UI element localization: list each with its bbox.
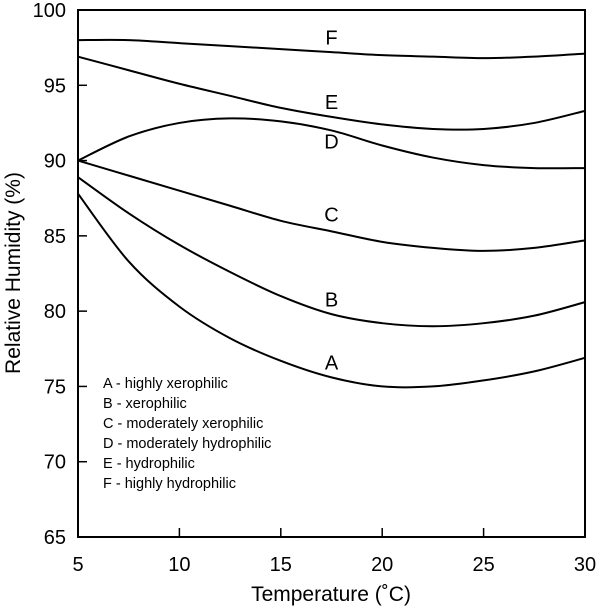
series-labels: A B C DE F [324, 27, 339, 374]
y-tick-label: 85 [44, 226, 66, 248]
series-line-a [77, 193, 586, 389]
x-tick-label: 15 [270, 554, 292, 576]
series-label-d: D [324, 132, 338, 154]
series-label-a: A [325, 353, 339, 375]
x-axis: 5 10 15 20 25 30 [72, 528, 596, 576]
y-tick-label: 65 [44, 527, 66, 549]
plot-frame [77, 9, 586, 538]
series-line-c [77, 159, 586, 252]
legend-entry: C - moderately xerophilic [103, 416, 263, 432]
series-label-e: E [325, 92, 338, 114]
legend-entry: E - hydrophilic [103, 456, 195, 472]
x-tick-label: 30 [574, 554, 596, 576]
legend-entry: F - highly hydrophilic [103, 476, 236, 492]
x-tick-label: 5 [72, 554, 83, 576]
x-axis-title: Temperature (˚C) [251, 583, 411, 606]
y-tick-label: 80 [44, 301, 66, 323]
series-label-c: C [324, 205, 338, 227]
series-label-b: B [325, 289, 338, 311]
series-line-e [77, 55, 586, 131]
y-tick-label: 70 [44, 452, 66, 474]
x-tick-label: 10 [168, 554, 190, 576]
x-tick-label: 25 [472, 554, 494, 576]
legend-entry: D - moderately hydrophilic [103, 436, 271, 452]
series-line-f [77, 38, 586, 60]
x-tick-label: 20 [371, 554, 393, 576]
y-axis: 65 70 75 80 85 90 95 100 [33, 0, 87, 549]
y-axis-title: Relative Humidity (%) [2, 172, 25, 374]
legend-entry: A - highly xerophilic [103, 376, 228, 392]
y-tick-label: 95 [44, 75, 66, 97]
series-line-b [77, 176, 586, 328]
legend: A - highly xerophilic B - xerophilic C - m… [103, 376, 271, 492]
legend-entry: B - xerophilic [103, 396, 187, 412]
y-tick-label: 75 [44, 376, 66, 398]
series-label-f: F [325, 27, 337, 49]
series-line-d [77, 117, 586, 170]
series-curves [77, 38, 586, 389]
y-tick-label: 100 [33, 0, 66, 22]
y-tick-label: 90 [44, 151, 66, 173]
